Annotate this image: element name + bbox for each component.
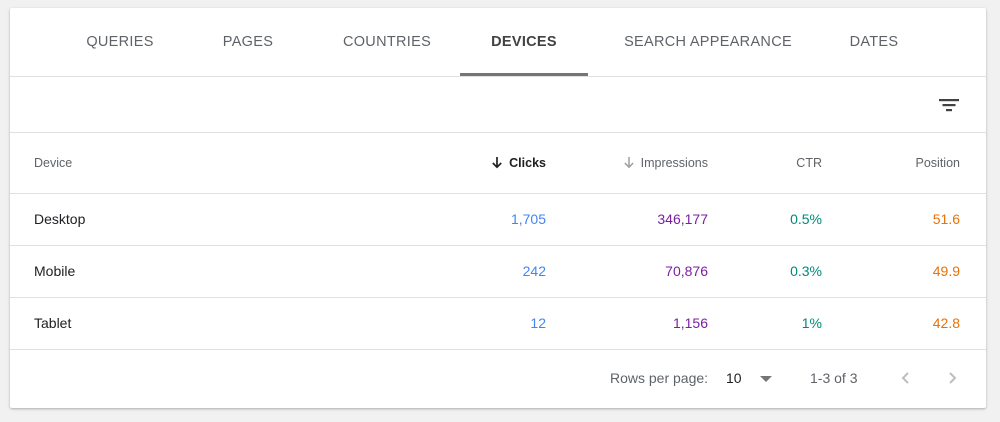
arrow-down-icon	[623, 157, 634, 169]
column-header-impressions-label: Impressions	[640, 156, 708, 170]
previous-page-button[interactable]	[894, 366, 918, 390]
dropdown-arrow-icon	[760, 376, 772, 382]
device-cell: Mobile	[34, 263, 76, 279]
table-row[interactable]: Desktop 1,705 346,177 0.5% 51.6	[10, 194, 986, 246]
ctr-cell: 0.5%	[790, 211, 822, 227]
position-cell: 42.8	[932, 315, 960, 331]
tab-pages[interactable]: PAGES	[222, 34, 274, 50]
tab-devices[interactable]: DEVICES	[491, 34, 557, 50]
rows-per-page-select[interactable]: 10	[726, 348, 778, 408]
position-cell: 51.6	[932, 211, 960, 227]
next-page-button[interactable]	[940, 366, 964, 390]
impressions-cell: 346,177	[657, 211, 708, 227]
performance-table-card: QUERIES PAGES COUNTRIES DEVICES SEARCH A…	[10, 8, 986, 408]
tab-bar: QUERIES PAGES COUNTRIES DEVICES SEARCH A…	[10, 8, 986, 77]
rows-per-page-label: Rows per page:	[610, 370, 709, 386]
table-pagination: Rows per page: 10 1-3 of 3	[10, 348, 986, 408]
clicks-cell: 242	[522, 263, 546, 279]
column-header-device[interactable]: Device	[34, 156, 73, 170]
clicks-cell: 12	[530, 315, 546, 331]
table-row[interactable]: Tablet 12 1,156 1% 42.8	[10, 298, 986, 350]
rows-per-page-value: 10	[726, 370, 742, 386]
column-header-position[interactable]: Position	[915, 156, 960, 170]
table-toolbar	[10, 77, 986, 133]
pagination-range: 1-3 of 3	[810, 370, 858, 386]
tab-countries[interactable]: COUNTRIES	[342, 34, 432, 50]
chevron-left-icon	[901, 372, 909, 384]
table-row[interactable]: Mobile 242 70,876 0.3% 49.9	[10, 246, 986, 298]
tab-queries[interactable]: QUERIES	[86, 34, 154, 50]
chevron-right-icon	[949, 372, 957, 384]
column-header-clicks-label: Clicks	[509, 156, 546, 170]
filter-icon	[939, 99, 959, 112]
clicks-cell: 1,705	[510, 211, 546, 227]
device-cell: Tablet	[34, 315, 72, 331]
device-cell: Desktop	[34, 211, 86, 227]
impressions-cell: 1,156	[672, 315, 708, 331]
impressions-cell: 70,876	[665, 263, 708, 279]
column-header-ctr[interactable]: CTR	[796, 156, 822, 170]
column-header-clicks[interactable]: Clicks	[491, 133, 546, 193]
position-cell: 49.9	[932, 263, 960, 279]
arrow-down-icon	[492, 157, 502, 169]
ctr-cell: 0.3%	[790, 263, 822, 279]
ctr-cell: 1%	[801, 315, 822, 331]
tab-search-appearance[interactable]: SEARCH APPEARANCE	[624, 34, 792, 50]
active-tab-indicator	[460, 73, 588, 76]
filter-button[interactable]	[934, 91, 964, 119]
tab-dates[interactable]: DATES	[849, 34, 899, 50]
column-header-impressions[interactable]: Impressions	[623, 133, 708, 193]
table-header: Device Clicks Impressions CTR Position	[10, 133, 986, 194]
